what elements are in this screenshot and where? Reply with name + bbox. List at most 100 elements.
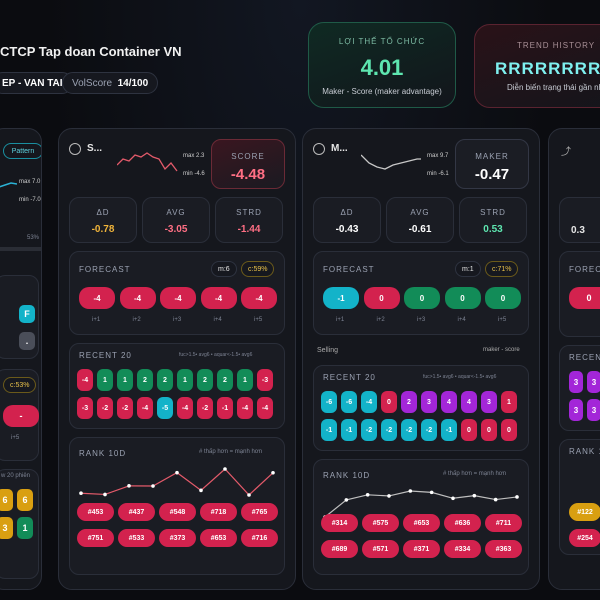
- recent-cell[interactable]: -4: [137, 397, 153, 419]
- rank-cell[interactable]: #373: [159, 529, 196, 547]
- recent-cell[interactable]: 0: [461, 419, 477, 441]
- rank-point: [451, 496, 455, 501]
- recent-cell[interactable]: 0: [481, 419, 497, 441]
- recent-cell[interactable]: -4: [177, 397, 193, 419]
- stock-card-b: M... max 9.7 min -6.1 MAKER -0.47 ΔD -0.43…: [302, 128, 540, 590]
- stat-2: STRD 0.53: [459, 197, 527, 243]
- rank-cell[interactable]: #533: [118, 529, 155, 547]
- recent-cell[interactable]: -3: [257, 369, 273, 391]
- rank-point: [175, 470, 179, 475]
- rank-cell[interactable]: #718: [200, 503, 237, 521]
- rank-cell[interactable]: #371: [403, 540, 440, 558]
- stat-1: AVG -0.61: [386, 197, 454, 243]
- recent-cell[interactable]: 2: [157, 369, 173, 391]
- rank-cell[interactable]: #653: [200, 529, 237, 547]
- menu-icon: [313, 143, 325, 155]
- recent-cell[interactable]: -1: [441, 419, 457, 441]
- rank-cell[interactable]: #765: [241, 503, 278, 521]
- rank-cell[interactable]: #689: [321, 540, 358, 558]
- stat-0: ΔD -0.78: [69, 197, 137, 243]
- rank-cell[interactable]: #548: [159, 503, 196, 521]
- recent-cell[interactable]: -2: [197, 397, 213, 419]
- recent-cell[interactable]: -4: [361, 391, 377, 413]
- recent-cell[interactable]: -2: [401, 419, 417, 441]
- recent-cell[interactable]: 2: [217, 369, 233, 391]
- stat-2: STRD -1.44: [215, 197, 283, 243]
- recent-cell[interactable]: -2: [381, 419, 397, 441]
- score-box: MAKER -0.47: [455, 139, 529, 189]
- rank-cell[interactable]: #636: [444, 514, 481, 532]
- recent-cell[interactable]: 4: [441, 391, 457, 413]
- recent-cell[interactable]: -5: [157, 397, 173, 419]
- recent-cell[interactable]: 2: [401, 391, 417, 413]
- rank-point: [103, 492, 107, 497]
- recent-cell[interactable]: -6: [321, 391, 337, 413]
- score-value: -4.48: [230, 166, 266, 183]
- rank-point: [493, 497, 498, 502]
- rank-point: [151, 484, 155, 488]
- recent-cell[interactable]: -2: [361, 419, 377, 441]
- recent-cell[interactable]: 1: [237, 369, 253, 391]
- card-name: M...: [331, 143, 348, 154]
- recent-cell[interactable]: 1: [117, 369, 133, 391]
- rank-cell[interactable]: #716: [241, 529, 278, 547]
- recent-cell[interactable]: 2: [137, 369, 153, 391]
- recent-cell[interactable]: -2: [117, 397, 133, 419]
- left-sparkline: [0, 182, 17, 188]
- pattern-button[interactable]: Pattern: [3, 143, 41, 159]
- trend-value: RRRRRRRRR: [495, 59, 600, 78]
- recent-cell[interactable]: 0: [501, 419, 517, 441]
- sparkline: [117, 152, 178, 172]
- rank-cell[interactable]: #571: [362, 540, 399, 558]
- forecast-cell[interactable]: -4: [79, 287, 115, 309]
- rank-cell[interactable]: #711: [485, 514, 522, 532]
- recent-cell[interactable]: -4: [77, 369, 93, 391]
- rank-cell[interactable]: #575: [362, 514, 399, 532]
- rank-cell[interactable]: #363: [485, 540, 522, 558]
- stock-card-a: S... max 2.3 min -4.6 SCORE -4.48 ΔD -0.78…: [58, 128, 296, 590]
- rank-cell[interactable]: #314: [321, 514, 358, 532]
- recent-cell[interactable]: -2: [97, 397, 113, 419]
- recent-cell[interactable]: -4: [257, 397, 273, 419]
- recent-cell[interactable]: 3: [421, 391, 437, 413]
- advantage-card: LỢI THẾ TỔ CHỨC 4.01 Maker - Score (make…: [308, 22, 456, 108]
- rank-point: [199, 488, 203, 493]
- trend-history-card: TREND HISTORY RRRRRRRRR Diễn biến trạng …: [474, 24, 600, 108]
- right-partial-column: ⤴ 0.3 FORECA 0 RECEN 3 3 3 3 RANK 1 #122…: [548, 128, 600, 590]
- sparkline: [361, 154, 421, 170]
- recent-cell[interactable]: -1: [321, 419, 337, 441]
- forecast-cell[interactable]: -4: [160, 287, 196, 309]
- rank-point: [429, 490, 434, 495]
- rank-cell[interactable]: #437: [118, 503, 155, 521]
- rank-cell[interactable]: #453: [77, 503, 114, 521]
- forecast-cell[interactable]: -4: [241, 287, 277, 309]
- rank-point: [271, 471, 275, 475]
- recent-cell[interactable]: 1: [177, 369, 193, 391]
- recent-cell[interactable]: 3: [481, 391, 497, 413]
- recent-cell[interactable]: -4: [237, 397, 253, 419]
- recent-cell[interactable]: 4: [461, 391, 477, 413]
- rank-point: [79, 491, 83, 496]
- rank-cell[interactable]: #653: [403, 514, 440, 532]
- recent-cell[interactable]: 1: [97, 369, 113, 391]
- rank-cell[interactable]: #334: [444, 540, 481, 558]
- forecast-cell[interactable]: -4: [200, 287, 237, 309]
- recent-cell[interactable]: -3: [77, 397, 93, 419]
- recent-cell[interactable]: 2: [197, 369, 213, 391]
- card-name: S...: [87, 143, 103, 154]
- forecast-cell[interactable]: 0: [485, 287, 521, 309]
- forecast-cell[interactable]: 0: [444, 287, 481, 309]
- recent-cell[interactable]: -1: [217, 397, 233, 419]
- rank-cell[interactable]: #751: [77, 529, 114, 547]
- recent-cell[interactable]: -1: [341, 419, 357, 441]
- score-value: -0.47: [474, 166, 510, 183]
- forecast-cell[interactable]: 0: [404, 287, 440, 309]
- forecast-cell[interactable]: -1: [323, 287, 359, 309]
- recent-cell[interactable]: 0: [381, 391, 397, 413]
- recent-cell[interactable]: -2: [421, 419, 437, 441]
- recent-cell[interactable]: 1: [501, 391, 517, 413]
- recent-cell[interactable]: -6: [341, 391, 357, 413]
- forecast-cell[interactable]: -4: [119, 287, 156, 309]
- forecast-cell[interactable]: 0: [363, 287, 400, 309]
